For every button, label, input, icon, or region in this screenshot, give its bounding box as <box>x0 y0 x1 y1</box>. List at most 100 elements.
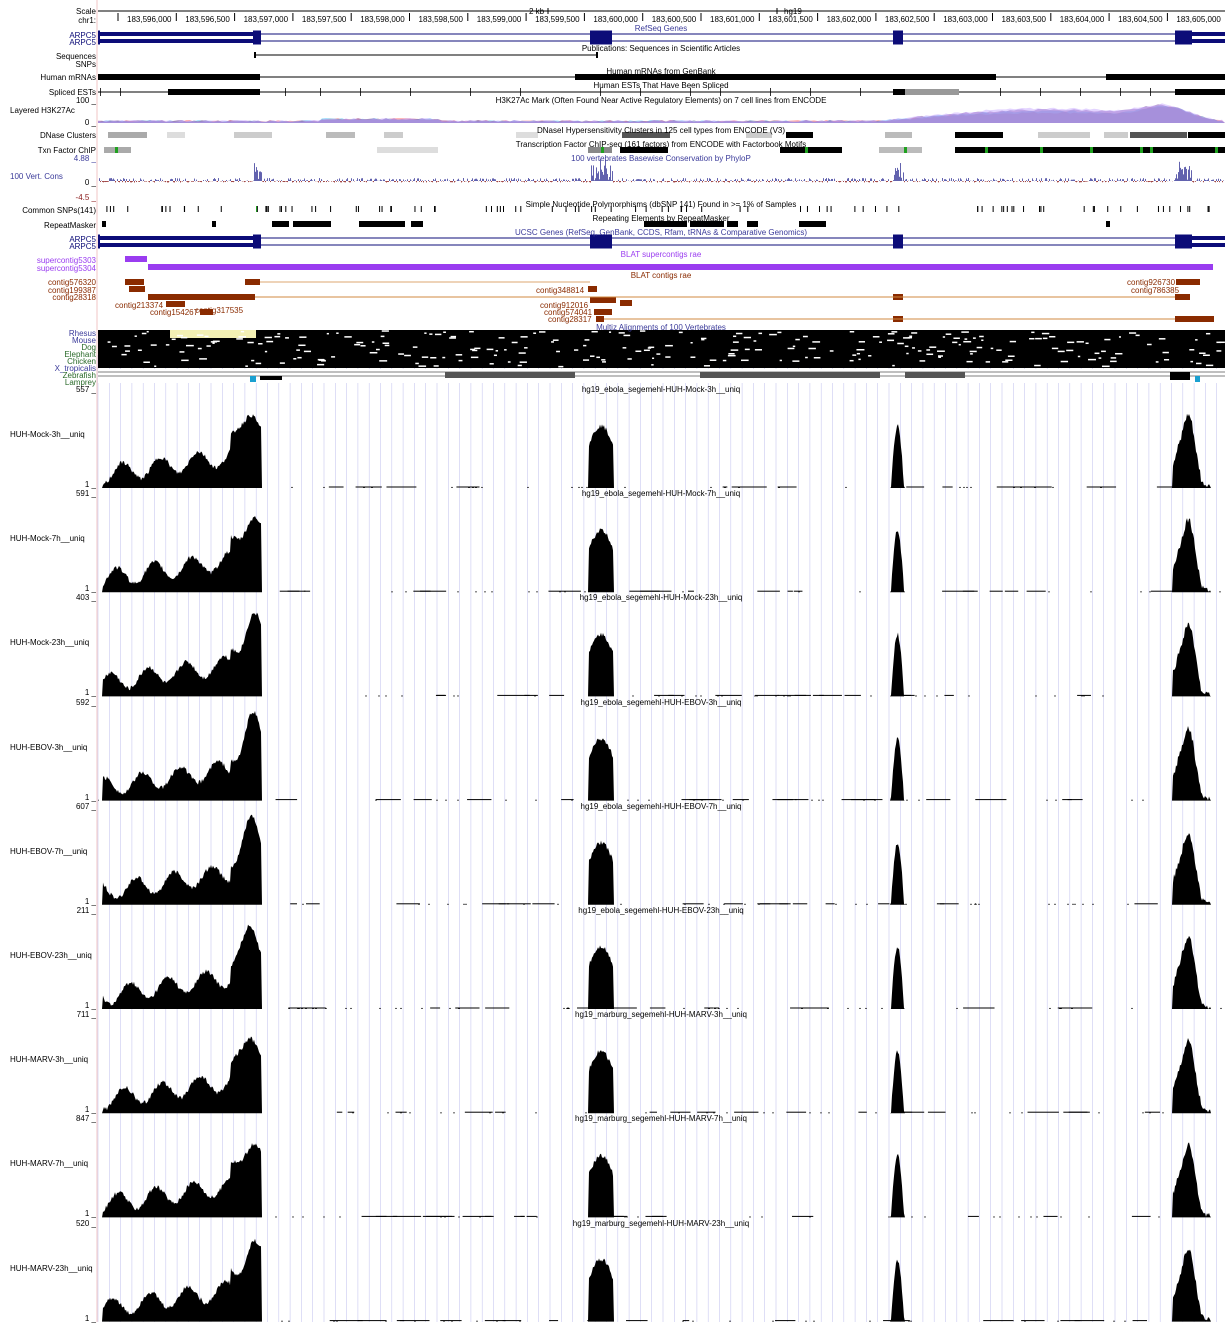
coverage-track-label[interactable]: HUH-MARV-3h__uniq <box>10 1055 88 1064</box>
coverage-low-signal <box>1075 1320 1105 1321</box>
coverage-track-label[interactable]: HUH-EBOV-23h__uniq <box>10 951 92 960</box>
phylop-bar <box>494 179 495 181</box>
contig-label[interactable]: contig317535 <box>195 306 243 315</box>
coverage-track-label[interactable]: HUH-Mock-3h__uniq <box>10 430 85 439</box>
phylop-bar <box>420 179 421 181</box>
phylop-bar <box>1151 181 1152 182</box>
phylop-bar <box>240 180 241 181</box>
phylop-bar <box>237 179 238 181</box>
multiz-gap <box>211 341 217 343</box>
phylop-bar <box>706 181 707 182</box>
phylop-bar <box>381 180 382 181</box>
multiz-gap <box>1061 361 1068 363</box>
phylop-bar <box>521 181 522 182</box>
ucsc-gene-label[interactable]: ARPC5 <box>40 242 96 251</box>
refseq-gene-label[interactable]: ARPC5 <box>40 38 96 47</box>
coverage-track-label[interactable]: HUH-EBOV-3h__uniq <box>10 743 87 752</box>
phylop-bar <box>486 179 487 181</box>
phylop-bar <box>157 180 158 181</box>
phylop-bar <box>305 181 306 182</box>
phylop-bar <box>266 180 267 181</box>
phylop-bar <box>481 181 482 182</box>
phylop-bar <box>461 181 462 182</box>
phylop-bar <box>732 181 733 182</box>
phylop-bar <box>667 181 668 182</box>
coverage-track-label[interactable]: HUH-Mock-23h__uniq <box>10 638 89 647</box>
phylop-bar <box>578 178 579 181</box>
phylop-bar <box>1132 178 1133 181</box>
coverage-low-signal <box>1132 1216 1151 1217</box>
coverage-low-signal <box>577 1008 590 1009</box>
phylop-bar <box>864 181 865 182</box>
contig-label[interactable]: contig154267 <box>150 308 198 317</box>
phylop-bar <box>877 181 878 182</box>
dnase-cluster <box>516 132 538 138</box>
contig-label[interactable]: contig28318 <box>10 293 96 302</box>
contig-label[interactable]: contig28317 <box>548 315 592 324</box>
phylop-bar <box>477 180 478 181</box>
multiz-gap <box>383 342 390 344</box>
coverage-low-signal <box>681 799 706 800</box>
track-label-snp[interactable]: Common SNPs(141) <box>10 206 96 215</box>
phylop-bar <box>826 178 827 181</box>
coverage-profile <box>98 1142 1225 1217</box>
phylop-bar <box>370 179 371 181</box>
phylop-bar <box>1068 178 1069 181</box>
phylop-bar <box>678 181 679 182</box>
multiz-gap <box>892 365 895 367</box>
refseq-gene-exon <box>893 31 903 38</box>
supercontig-label[interactable]: supercontig5304 <box>10 264 96 273</box>
phylop-bar <box>392 179 393 181</box>
multiz-gap <box>304 351 311 353</box>
contig-label[interactable]: contig348814 <box>536 286 584 295</box>
phylop-bar <box>774 181 775 182</box>
track-label-mrna[interactable]: Human mRNAs <box>10 73 96 82</box>
phylop-bar <box>590 181 591 182</box>
coverage-track-label[interactable]: HUH-Mock-7h__uniq <box>10 534 85 543</box>
phylop-bar <box>335 180 336 181</box>
multiz-gap <box>299 336 306 338</box>
multiz-gap <box>733 341 739 343</box>
phylop-bar <box>484 181 485 182</box>
phylop-bar <box>585 179 586 181</box>
phylop-bar <box>1216 179 1217 181</box>
multiz-gap <box>891 331 897 333</box>
phylop-bar <box>804 179 805 181</box>
multiz-gap <box>919 360 925 362</box>
phylop-bar <box>112 180 113 181</box>
coverage-track-label[interactable]: HUH-MARV-7h__uniq <box>10 1159 88 1168</box>
phylop-bar <box>1118 180 1119 181</box>
contig-block <box>125 279 144 285</box>
phylop-bar <box>401 181 402 182</box>
phylop-bar <box>934 181 935 182</box>
multiz-gap <box>926 349 930 351</box>
snp-mark <box>1039 206 1040 212</box>
track-label-dnase[interactable]: DNase Clusters <box>10 131 96 140</box>
coverage-track-label[interactable]: HUH-MARV-23h__uniq <box>10 1264 93 1273</box>
phylop-bar <box>1075 181 1076 182</box>
phylop-bar <box>343 181 344 182</box>
phylop-bar <box>1100 179 1101 181</box>
contig-label[interactable]: contig786385 <box>1131 286 1179 295</box>
track-label-repeatmasker[interactable]: RepeatMasker <box>10 221 96 230</box>
coverage-profile <box>98 414 1225 488</box>
phylop-bar <box>966 178 967 181</box>
multiz-gap <box>518 365 522 367</box>
phylop-bar <box>287 181 288 182</box>
multiz-gap <box>413 346 418 348</box>
phylop-bar <box>1115 181 1116 182</box>
coverage-track-label[interactable]: HUH-EBOV-7h__uniq <box>10 847 87 856</box>
phylop-bar <box>886 181 887 182</box>
track-label-snps[interactable]: SNPs <box>20 60 96 69</box>
phylop-bar <box>1204 179 1205 181</box>
coverage-low-signal <box>587 1320 602 1321</box>
phylop-bar <box>1135 181 1136 182</box>
contig-block <box>620 300 632 306</box>
phylop-bar <box>651 181 652 182</box>
multiz-gap <box>382 330 389 332</box>
phylop-bar <box>577 180 578 181</box>
track-label-h3k27ac[interactable]: Layered H3K27Ac <box>10 106 75 115</box>
phylop-bar <box>819 181 820 182</box>
